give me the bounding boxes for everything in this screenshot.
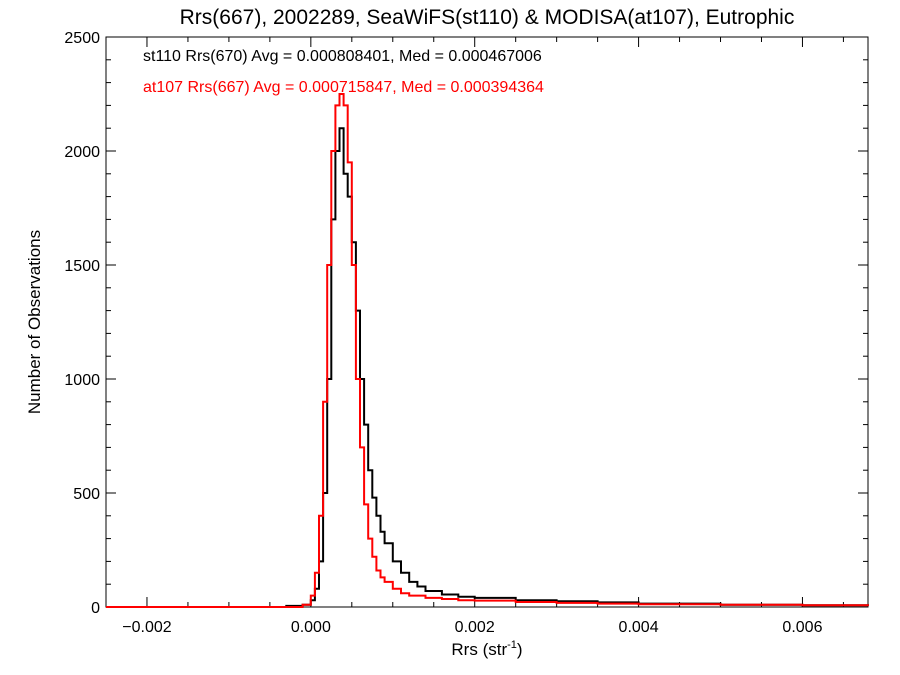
x-tick-label: 0.002: [455, 619, 495, 636]
x-tick-label: 0.006: [782, 619, 822, 636]
series-layer: [106, 93, 869, 608]
chart-title: Rrs(667), 2002289, SeaWiFS(st110) & MODI…: [180, 6, 795, 29]
x-axis-label: Rrs (str-1): [451, 639, 522, 659]
y-tick-label: 1000: [64, 372, 100, 389]
plot-frame: [105, 36, 869, 608]
y-tick-label: 0: [91, 600, 100, 617]
y-axis-label: Number of Observations: [25, 230, 44, 414]
y-tick-label: 2500: [64, 30, 100, 47]
stats-annotation-black: st110 Rrs(670) Avg = 0.000808401, Med = …: [143, 48, 542, 65]
x-axis-label-superscript: -1: [507, 639, 517, 651]
x-axis-label-main: Rrs (str: [451, 640, 507, 659]
axis-ticks: [105, 36, 868, 608]
x-axis-label-close: ): [517, 640, 523, 659]
x-tick-label: −0.002: [122, 619, 171, 636]
y-tick-label: 1500: [64, 258, 100, 275]
series-line-red: [106, 93, 869, 608]
y-tick-label: 2000: [64, 144, 100, 161]
series-line-black: [106, 127, 869, 608]
stats-annotation-red: at107 Rrs(667) Avg = 0.000715847, Med = …: [143, 79, 544, 96]
y-tick-label: 500: [73, 486, 100, 503]
x-tick-label: 0.000: [291, 619, 331, 636]
axis-tick-labels: −0.002 0.000 0.002 0.004 0.006 0 500 1000 1500 20…: [64, 30, 822, 636]
x-tick-label: 0.004: [619, 619, 659, 636]
